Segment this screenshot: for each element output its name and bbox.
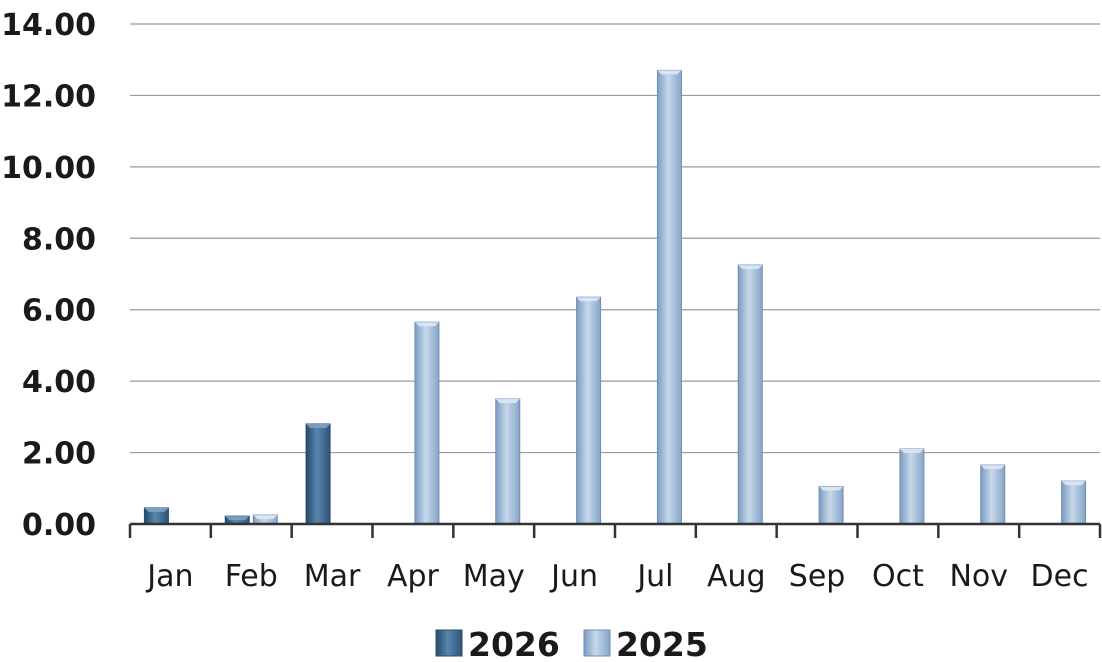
- y-tick-label: 4.00: [22, 365, 96, 400]
- x-axis: [128, 522, 1102, 538]
- x-tick-label: Feb: [225, 559, 278, 594]
- bar-2025-oct: [899, 448, 925, 525]
- x-tick-label: Apr: [387, 559, 440, 594]
- legend-item-2025: 2025: [583, 625, 708, 662]
- legend-swatch: [435, 629, 463, 657]
- y-tick-label: 0.00: [22, 508, 96, 543]
- legend-item-2026: 2026: [435, 625, 560, 662]
- y-axis-tick-labels: 0.00 2.00 4.00 6.00 8.00 10.00 12.00 14.00: [1, 8, 96, 543]
- legend-swatch: [583, 629, 611, 657]
- x-tick-label: Sep: [789, 559, 846, 594]
- gridlines: [130, 23, 1100, 454]
- y-tick-label: 6.00: [22, 294, 96, 329]
- x-tick-label: Mar: [304, 559, 361, 594]
- x-tick-label: Oct: [872, 559, 924, 594]
- bar-2025-jul: [656, 69, 682, 525]
- bars: [143, 69, 1087, 525]
- bar-2025-feb: [252, 514, 278, 525]
- y-tick-label: 14.00: [1, 8, 96, 43]
- bar-2025-may: [495, 398, 521, 525]
- bar-2025-apr: [414, 321, 440, 525]
- y-tick-label: 2.00: [22, 437, 96, 472]
- bar-2026-jan: [143, 507, 169, 525]
- x-tick-label: Jul: [635, 559, 673, 594]
- bar-2025-nov: [980, 464, 1006, 525]
- y-tick-label: 10.00: [1, 151, 96, 186]
- y-tick-label: 12.00: [1, 79, 96, 114]
- x-axis-tick-labels: Jan Feb Mar Apr May Jun Jul Aug Sep Oct Nov Dec: [145, 559, 1088, 594]
- bar-2026-mar: [305, 423, 331, 525]
- legend-label: 2026: [468, 625, 560, 662]
- x-tick-label: May: [463, 559, 525, 594]
- bar-2025-dec: [1061, 480, 1087, 525]
- bar-2025-jun: [576, 296, 602, 525]
- y-tick-label: 8.00: [22, 222, 96, 257]
- legend: 2026 2025: [435, 625, 708, 662]
- x-tick-label: Jan: [145, 559, 193, 594]
- bar-2025-aug: [737, 264, 763, 525]
- x-tick-label: Dec: [1031, 559, 1089, 594]
- legend-label: 2025: [616, 625, 708, 662]
- bar-2025-sep: [818, 486, 844, 525]
- x-tick-label: Jun: [549, 559, 598, 594]
- x-tick-label: Nov: [949, 559, 1008, 594]
- x-tick-label: Aug: [707, 559, 766, 594]
